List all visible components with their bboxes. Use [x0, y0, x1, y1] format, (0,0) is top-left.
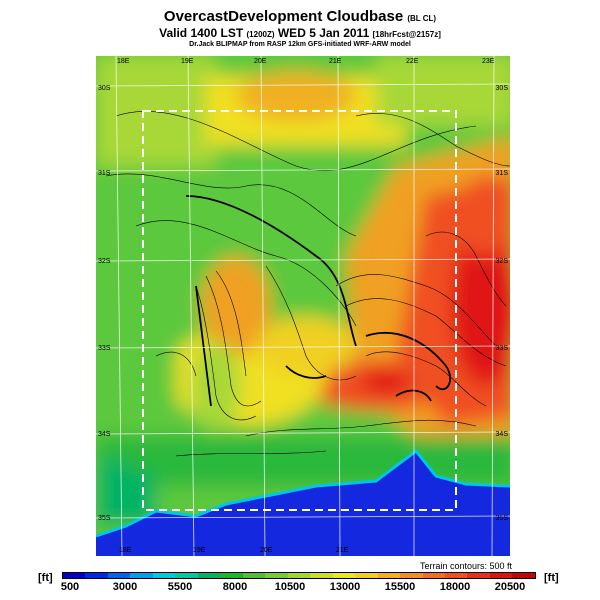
colorbar-tick-label: 20500 [494, 581, 526, 593]
colorbar-swatch [287, 573, 311, 578]
colorbar-swatch [512, 573, 535, 578]
colorbar-swatch [422, 573, 445, 578]
lon-label-bottom: 19E [193, 547, 206, 554]
colorbar-swatch [197, 573, 221, 578]
colorbar-swatch [467, 573, 490, 578]
domain-boundary [142, 110, 457, 511]
colorbar-swatch [377, 573, 401, 578]
lon-label-top: 18E [117, 58, 130, 65]
ocean-shape [96, 451, 510, 556]
colorbar-tick-label: 5500 [167, 581, 193, 593]
cloudbase-map: 18E 19E 20E 21E 22E 23E 30S 31S 32S 33S … [96, 56, 510, 556]
colorbar-swatch [175, 573, 198, 578]
lat-label-right: 30S [495, 85, 508, 92]
colorbar-tick-label: 10500 [274, 581, 306, 593]
colorbar-tick-label: 13000 [329, 581, 361, 593]
lat-label-right: 34S [495, 431, 508, 438]
lat-lon-grid [96, 56, 510, 556]
colorbar-swatch [355, 573, 378, 578]
colorbar-swatch [152, 573, 176, 578]
forecast-info: [18hrFcst@2157z] [372, 30, 441, 39]
lon-label-bottom: 20E [260, 547, 273, 554]
colorbar-swatch [310, 573, 333, 578]
colorbar-swatch [444, 573, 468, 578]
lon-label-top: 22E [406, 58, 419, 65]
lat-label-left: 32S [98, 258, 111, 265]
valid-prefix: Valid 1400 LST [159, 26, 244, 40]
cloudbase-contours [185, 195, 451, 407]
lat-label-left: 33S [98, 345, 111, 352]
valid-time-line: Valid 1400 LST (1200Z) WED 5 Jan 2011 [1… [0, 26, 600, 40]
lat-label-left: 31S [98, 170, 111, 177]
lat-label-right: 33S [495, 345, 508, 352]
colorbar-unit-right: [ft] [544, 572, 559, 584]
colorbar-tick-label: 18000 [439, 581, 471, 593]
valid-date: WED 5 Jan 2011 [277, 26, 370, 40]
map-title: OvercastDevelopment Cloudbase (BL CL) [0, 8, 600, 25]
colorbar-tick-label: 3000 [112, 581, 138, 593]
lat-label-left: 34S [98, 431, 111, 438]
colorbar-swatch [265, 573, 288, 578]
title-suffix: (BL CL) [407, 14, 437, 23]
terrain-contours [105, 111, 510, 457]
colorbar-swatch [130, 573, 153, 578]
lat-label-left: 35S [98, 515, 111, 522]
colorbar-swatch [332, 573, 356, 578]
lon-label-bottom: 18E [119, 547, 132, 554]
colorbar-unit-left: [ft] [38, 572, 53, 584]
coastline [96, 448, 510, 538]
map-canvas [96, 56, 510, 556]
colorbar-swatch [63, 573, 86, 578]
cloudbase-field [96, 56, 510, 556]
title-text: OvercastDevelopment Cloudbase [163, 8, 404, 25]
lat-label-right: 31S [495, 170, 508, 177]
colorbar-swatch [220, 573, 243, 578]
colorbar-swatch [489, 573, 513, 578]
terrain-contour-note: Terrain contours: 500 ft [419, 561, 512, 571]
colorbar-tick-label: 500 [60, 581, 80, 593]
lat-label-right: 32S [495, 258, 508, 265]
model-credit: Dr.Jack BLIPMAP from RASP 12km GFS-initi… [189, 41, 411, 48]
lon-label-top: 19E [181, 58, 194, 65]
valid-code: (1200Z) [246, 30, 275, 39]
lat-label-right: 35S [495, 515, 508, 522]
lon-label-bottom: 21E [336, 547, 349, 554]
colorbar-swatch [85, 573, 108, 578]
colorbar-tick-label: 8000 [222, 581, 248, 593]
lon-label-top: 20E [254, 58, 267, 65]
colorbar-swatch [242, 573, 266, 578]
colorbar-swatch [107, 573, 131, 578]
colorbar [62, 572, 536, 579]
lon-label-top: 21E [329, 58, 342, 65]
lat-label-left: 30S [98, 85, 111, 92]
lon-label-top: 23E [482, 58, 495, 65]
colorbar-swatch [400, 573, 423, 578]
colorbar-tick-label: 15500 [384, 581, 416, 593]
